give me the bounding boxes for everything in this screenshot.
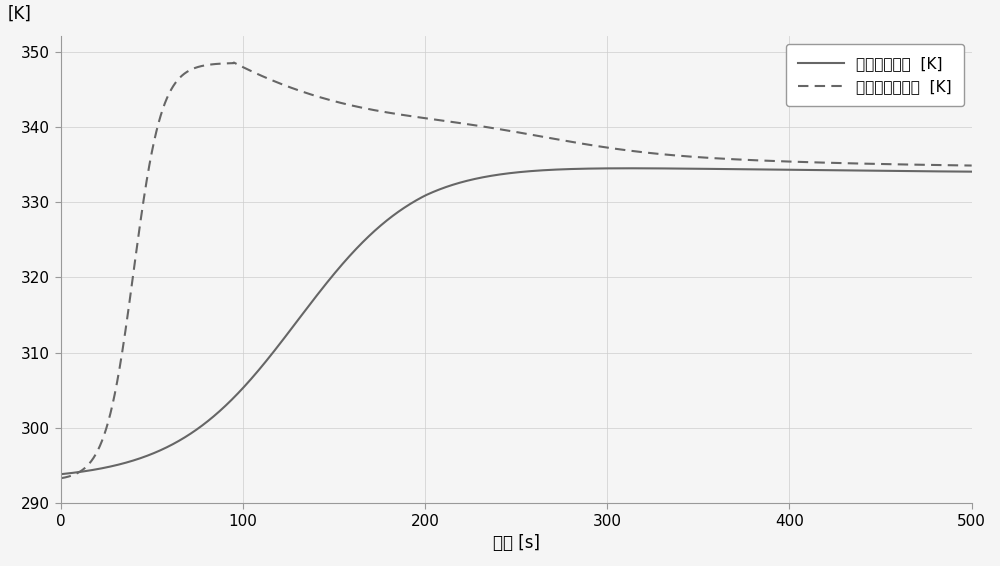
- X-axis label: 时间 [s]: 时间 [s]: [493, 534, 540, 552]
- 气瓶内氢气温度  [K]: [948, 162, 960, 169]
- 气瓶表面温度  [K]: [159, 445, 171, 452]
- 气瓶内氢气温度  [K]: [966, 162, 978, 169]
- 气瓶表面温度  [K]: [623, 165, 635, 171]
- 气瓶表面温度  [K]: [404, 201, 416, 208]
- Y-axis label: [K]: [K]: [8, 5, 32, 23]
- 气瓶表面温度  [K]: [55, 471, 67, 478]
- 气瓶内氢气温度  [K]: [55, 475, 67, 482]
- 气瓶表面温度  [K]: [213, 409, 225, 415]
- 气瓶表面温度  [K]: [444, 182, 456, 189]
- 气瓶表面温度  [K]: [966, 168, 978, 175]
- Line: 气瓶内氢气温度  [K]: 气瓶内氢气温度 [K]: [61, 62, 972, 478]
- 气瓶内氢气温度  [K]: [213, 61, 225, 67]
- 气瓶内氢气温度  [K]: [159, 101, 171, 108]
- 气瓶表面温度  [K]: [850, 167, 862, 174]
- 气瓶内氢气温度  [K]: [444, 118, 456, 125]
- 气瓶内氢气温度  [K]: [850, 160, 862, 167]
- Line: 气瓶表面温度  [K]: 气瓶表面温度 [K]: [61, 168, 972, 474]
- 气瓶表面温度  [K]: [948, 168, 960, 175]
- 气瓶内氢气温度  [K]: [228, 59, 240, 66]
- Legend: 气瓶表面温度  [K], 气瓶内氢气温度  [K]: 气瓶表面温度 [K], 气瓶内氢气温度 [K]: [786, 44, 964, 106]
- 气瓶内氢气温度  [K]: [404, 113, 416, 119]
